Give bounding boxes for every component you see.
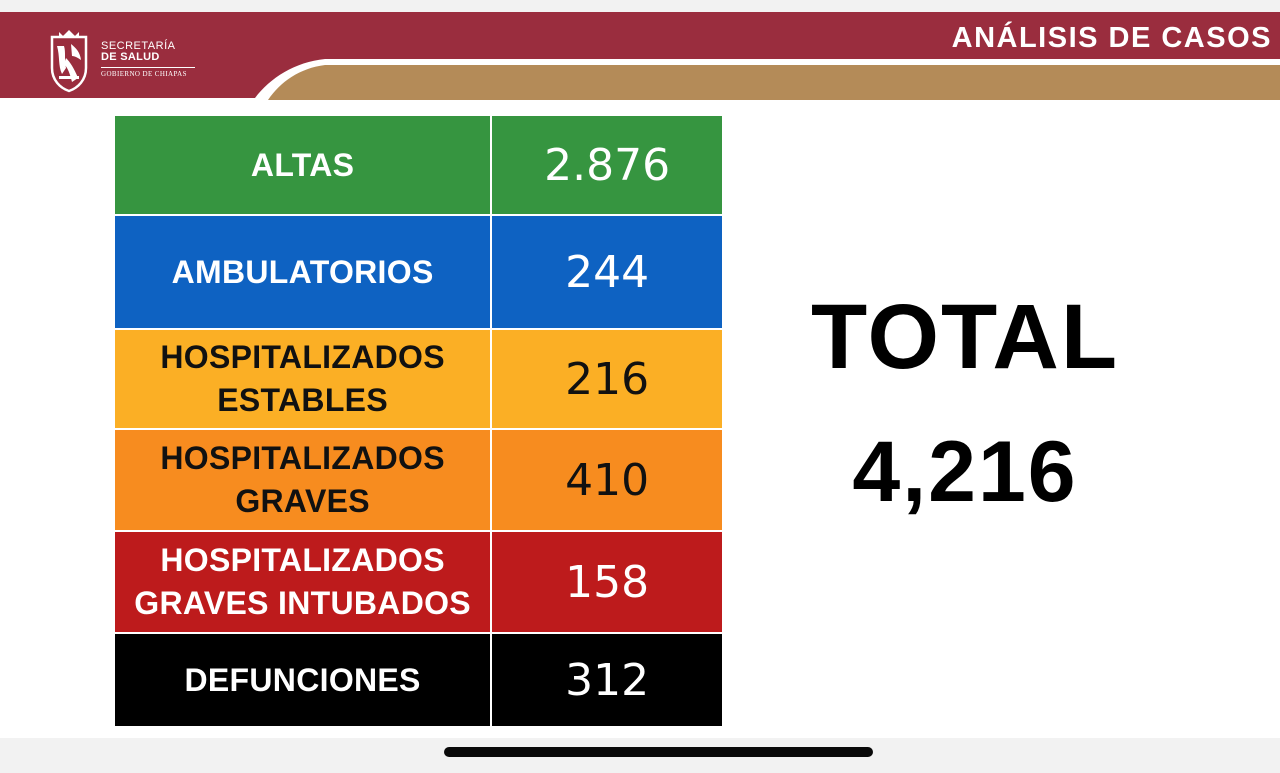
row-value: 2.876 [490, 116, 722, 216]
page-title: ANÁLISIS DE CASOS [951, 22, 1272, 54]
secretaria-de-salud-logo: SECRETARÍA DE SALUD GOBIERNO DE CHIAPAS [44, 28, 204, 96]
row-label-line: ESTABLES [217, 382, 388, 418]
total-summary: TOTAL 4,216 [790, 282, 1140, 522]
row-label-line: HOSPITALIZADOS [160, 542, 445, 578]
row-label: DEFUNCIONES [115, 632, 493, 726]
row-value: 216 [490, 328, 722, 430]
logo-text-de-salud: DE SALUD [101, 51, 160, 63]
row-value: 410 [490, 428, 722, 532]
row-label-line: ALTAS [250, 146, 355, 183]
row-label-line: AMBULATORIOS [171, 253, 434, 290]
row-label-line: HOSPITALIZADOS [160, 339, 445, 375]
total-value: 4,216 [852, 424, 1078, 520]
row-label: HOSPITALIZADOS ESTABLES [115, 328, 493, 430]
row-label-line: GRAVES INTUBADOS [134, 585, 471, 621]
row-value: 158 [490, 530, 722, 634]
row-label: ALTAS [115, 116, 493, 216]
slide: ANÁLISIS DE CASOS SECRETARÍA DE SALUD GO… [0, 12, 1280, 738]
cases-table: ALTAS 2.876 AMBULATORIOS 244 HOSPITALIZA… [115, 116, 722, 726]
table-row-hospitalizados-graves: HOSPITALIZADOS GRAVES 410 [115, 428, 722, 532]
row-label-line: DEFUNCIONES [184, 661, 421, 698]
table-row-defunciones: DEFUNCIONES 312 [115, 632, 722, 726]
table-row-altas: ALTAS 2.876 [115, 116, 722, 216]
row-value: 312 [490, 632, 722, 726]
header-banner [0, 12, 1280, 100]
table-row-ambulatorios: AMBULATORIOS 244 [115, 214, 722, 330]
row-label-line: GRAVES [235, 483, 370, 519]
row-label-line: HOSPITALIZADOS [160, 440, 445, 476]
row-value: 244 [490, 214, 722, 330]
logo-text-secretaria: SECRETARÍA [101, 40, 176, 52]
total-label: TOTAL [810, 286, 1120, 388]
table-row-hospitalizados-graves-intubados: HOSPITALIZADOS GRAVES INTUBADOS 158 [115, 530, 722, 634]
logo-divider [101, 67, 195, 68]
logo-text-gobierno: GOBIERNO DE CHIAPAS [101, 70, 187, 78]
chiapas-coat-of-arms-icon [50, 30, 88, 93]
table-row-hospitalizados-estables: HOSPITALIZADOS ESTABLES 216 [115, 328, 722, 430]
row-label: AMBULATORIOS [115, 214, 493, 330]
home-indicator-bar[interactable] [444, 747, 873, 757]
row-label: HOSPITALIZADOS GRAVES [115, 428, 493, 532]
row-label: HOSPITALIZADOS GRAVES INTUBADOS [115, 530, 493, 634]
